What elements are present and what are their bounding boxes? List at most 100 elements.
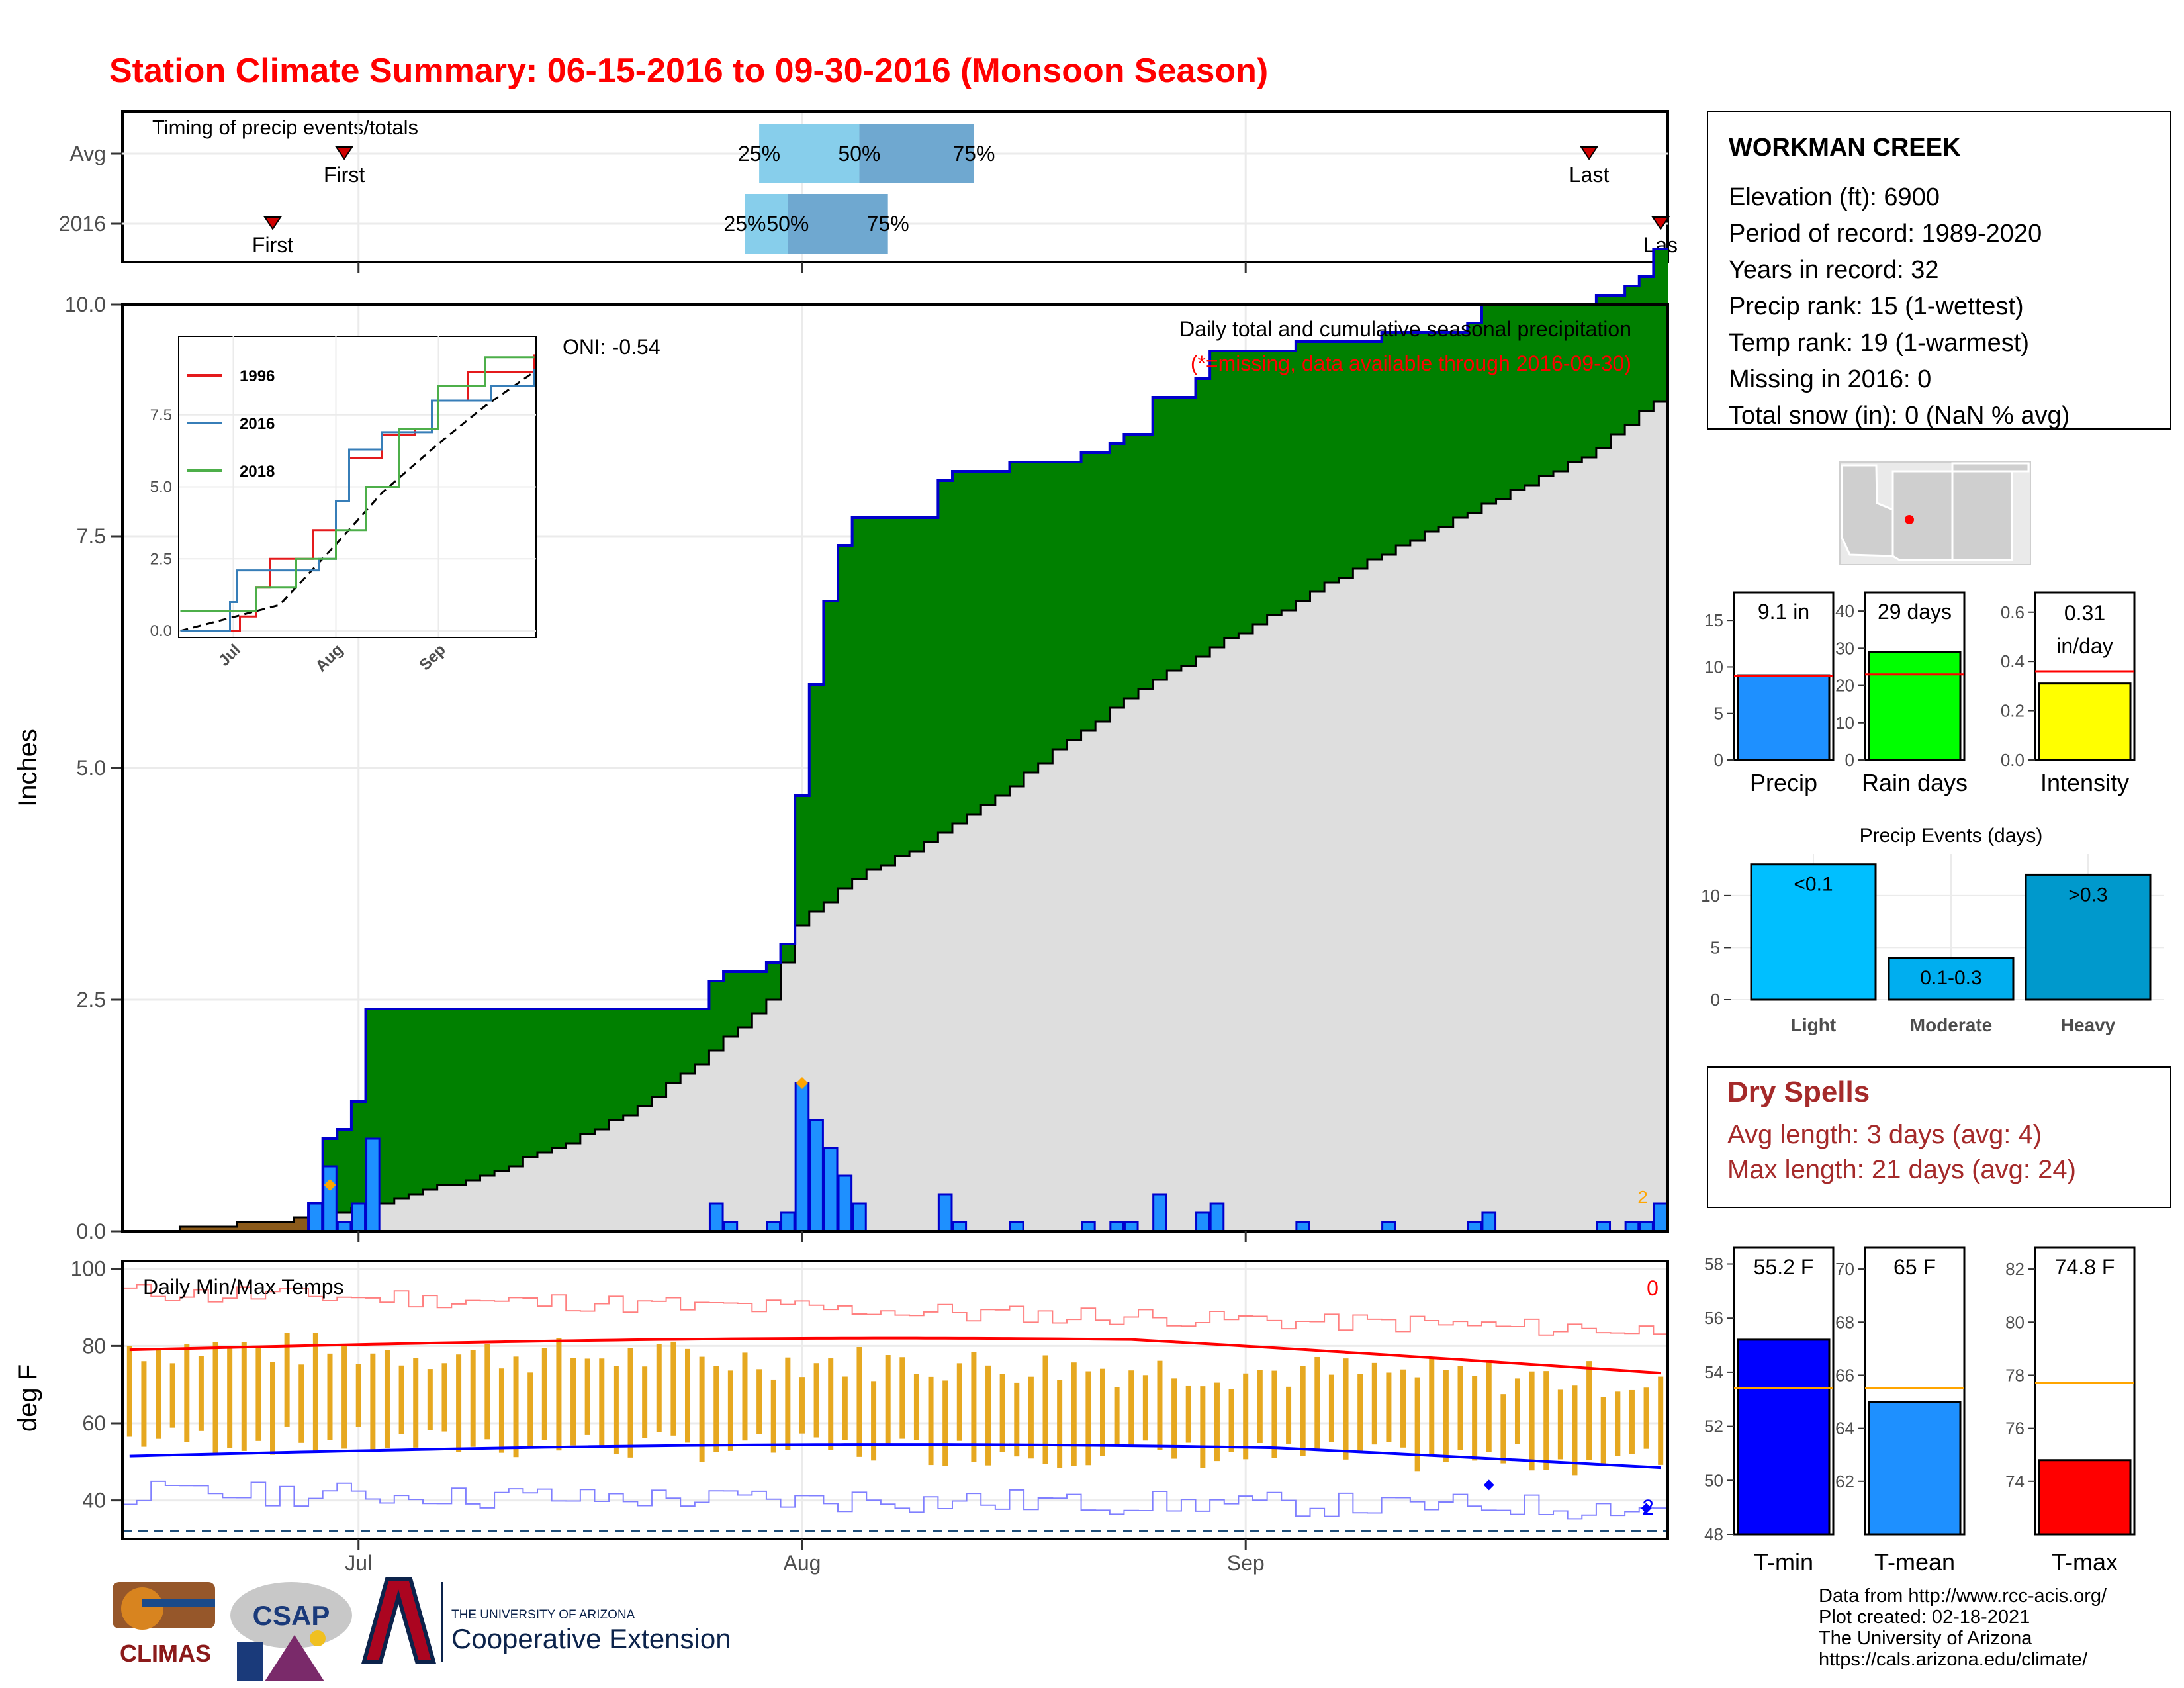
ua-logo-big-text: Cooperative Extension [451,1623,731,1654]
dry-spells-avg: Avg length: 3 days (avg: 4) [1727,1120,2042,1149]
precip-anomaly-fill [423,1009,438,1190]
daily-precip-bar [1123,1221,1139,1233]
daily-temp-range-bar [1157,1360,1163,1450]
daily-temp-range-bar [599,1358,605,1448]
precip-anomaly-fill [780,944,796,962]
oni-label: ONI: -0.54 [563,335,660,359]
precip-anomaly-fill [1210,351,1225,647]
daily-temp-range-bar [456,1354,462,1452]
daily-temp-range-bar [1371,1362,1377,1445]
precip-y-tick-label: 0.0 [77,1219,106,1243]
temp-missing-min: 2 [1642,1495,1654,1519]
daily-precip-bar [723,1221,739,1233]
summary-y-tick-label: 0.6 [2001,602,2025,622]
station-info-line: Missing in 2016: 0 [1729,365,1931,393]
daily-precip-bar [1195,1211,1210,1233]
precip-anomaly-fill [508,1009,523,1166]
station-info-line: Period of record: 1989-2020 [1729,220,2042,248]
daily-temp-range-bar [312,1333,318,1452]
temp-bar-y-tick-label: 54 [1704,1362,1723,1382]
daily-precip-bar [1209,1202,1225,1233]
precip-anomaly-fill [909,518,925,851]
timing-event-marker [1580,146,1598,160]
daily-temp-range-bar [1400,1369,1406,1448]
credit-line: Plot created: 02-18-2021 [1819,1607,2030,1628]
daily-temp-range-bar [327,1353,333,1440]
daily-temp-range-bar [1014,1382,1020,1457]
precip-anomaly-fill [1124,434,1139,698]
timing-event-label: First [324,163,365,187]
temp-y-tick-label: 80 [82,1334,106,1358]
daily-temp-range-bar [1300,1366,1306,1456]
daily-temp-range-bar [1314,1356,1320,1451]
daily-temp-range-bar [355,1364,361,1427]
precip-anomaly-fill [1467,323,1482,513]
daily-temp-range-bar [513,1356,519,1458]
precip-y-label: Inches [13,729,42,807]
timing-box-25-50 [745,194,788,254]
precip-anomaly-fill [1381,332,1396,555]
precip-anomaly-fill [752,972,767,1013]
precip-anomaly-fill [337,1129,352,1213]
daily-temp-range-bar [241,1342,247,1451]
daily-temp-range-bar [1543,1371,1549,1470]
precip-anomaly-fill [666,1009,681,1083]
daily-temp-range-bar [1557,1389,1563,1460]
daily-precip-bar [322,1165,338,1233]
station-info-line: Total snow (in): 0 (NaN % avg) [1729,402,2070,430]
precip-anomaly-fill [1024,462,1039,773]
daily-temp-range-bar [956,1363,962,1441]
precip-average-line [122,400,1668,1233]
summary-bar-label: Intensity [2040,769,2129,796]
precip-anomaly-fill [1095,453,1111,722]
summary-y-tick-label: 15 [1704,610,1723,630]
precip-anomaly-fill [952,471,968,823]
daily-temp-range-bar [527,1372,533,1448]
daily-temp-range-bar [1658,1376,1664,1465]
daily-temp-range-bar [413,1358,419,1448]
daily-temp-range-bar [1286,1386,1292,1444]
daily-temp-range-bar [727,1370,733,1451]
summary-y-tick-label: 30 [1835,638,1854,658]
daily-precip-bar [794,1082,810,1233]
daily-precip-bar [852,1202,867,1233]
daily-temp-range-bar [999,1374,1005,1452]
daily-precip-bar [1624,1221,1640,1233]
precip-anomaly-fill [1167,397,1182,671]
inset-y-tick-label: 5.0 [150,479,172,496]
temp-bar-y-tick-label: 66 [1835,1365,1854,1385]
precip-anomaly-fill [179,1227,195,1231]
daily-temp-range-bar [541,1348,547,1440]
summary-bar [2038,682,2132,761]
temp-bar-y-tick-label: 82 [2005,1259,2025,1279]
summary-value-label: in/day [2056,634,2113,658]
temp-bar-label: T-max [2052,1548,2118,1575]
daily-temp-range-bar [1514,1378,1520,1444]
precip-anomaly-fill [1453,332,1468,518]
temp-bar-y-tick-label: 80 [2005,1312,2025,1332]
precip-anomaly-fill [279,1222,295,1231]
daily-temp-range-bar [1185,1385,1191,1443]
dry-spells-panel: Dry Spells Avg length: 3 days (avg: 4) M… [1707,1066,2171,1208]
daily-temp-range-bar [441,1363,447,1432]
daily-temp-range-bar [227,1348,233,1448]
temp-bar-y-tick-label: 64 [1835,1419,1854,1438]
precip-anomaly-fill [823,601,839,902]
daily-precip-bar [1009,1221,1024,1233]
daily-temp-range-bar [498,1368,504,1453]
events-category-label: Light [1791,1015,1836,1035]
precip-anomaly-fill [938,481,953,833]
precip-anomaly-fill [1224,351,1239,638]
events-y-tick-label: 0 [1711,990,1720,1009]
daily-temp-range-bar [584,1358,590,1435]
temp-bar-y-tick-label: 70 [1835,1259,1854,1279]
events-category-label: Moderate [1910,1015,1992,1035]
precip-anomaly-fill [1238,351,1253,633]
daily-temp-range-bar [1200,1386,1206,1468]
daily-temp-range-bar [985,1365,991,1466]
daily-temp-range-bar [184,1344,190,1442]
temp-bar-y-tick-label: 76 [2005,1419,2025,1438]
timing-box-50-75 [788,194,888,254]
daily-temp-range-bar [627,1348,633,1458]
